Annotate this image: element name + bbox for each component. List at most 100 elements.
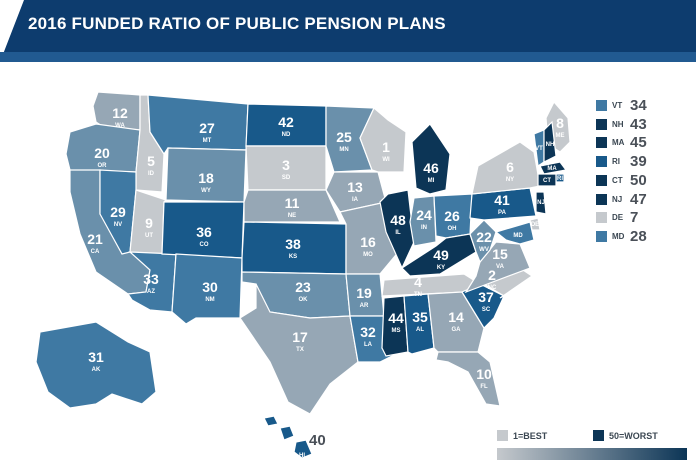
state-ms xyxy=(381,295,409,357)
state-abbr-ky: KY xyxy=(437,265,445,271)
legend-worst-swatch xyxy=(593,430,604,441)
northeast-rank: 28 xyxy=(630,227,647,245)
state-mi xyxy=(411,123,451,195)
northeast-abbr: RI xyxy=(612,157,620,167)
northeast-abbr: CT xyxy=(612,175,623,185)
state-abbr-vt: VT xyxy=(535,146,543,152)
rank-label-ky: 49 xyxy=(433,247,449,263)
rank-label-wi: 1 xyxy=(382,139,390,155)
state-abbr-nj: NJ xyxy=(537,200,545,206)
state-abbr-ca: CA xyxy=(91,249,100,255)
northeast-rank: 34 xyxy=(630,97,647,114)
northeast-swatch xyxy=(596,193,607,205)
state-abbr-sc: SC xyxy=(482,307,491,313)
rank-label-va: 15 xyxy=(492,246,508,262)
rank-label-ak: 31 xyxy=(88,349,104,365)
rank-label-ga: 14 xyxy=(448,309,464,325)
state-fl xyxy=(435,351,501,407)
rank-label-tn: 4 xyxy=(414,274,422,290)
state-hi-part-3 xyxy=(293,439,313,459)
state-abbr-fl: FL xyxy=(480,384,488,390)
rank-label-in: 24 xyxy=(416,207,432,223)
northeast-rank: 45 xyxy=(630,134,647,152)
rank-label-me: 8 xyxy=(556,115,564,131)
state-abbr-ga: GA xyxy=(452,327,462,333)
rank-label-ar: 19 xyxy=(356,285,372,301)
state-abbr-mt: MT xyxy=(203,138,212,144)
header-accent-bar xyxy=(0,52,696,62)
state-abbr-ri: RI xyxy=(557,176,563,182)
rank-label-mn: 25 xyxy=(336,129,352,145)
state-abbr-ak: AK xyxy=(92,367,101,373)
rank-label-wy: 18 xyxy=(198,170,214,186)
northeast-swatch xyxy=(596,174,607,186)
state-abbr-de: DE xyxy=(531,222,539,228)
hawaii-rank-label: 40 xyxy=(309,432,326,449)
rank-label-nv: 29 xyxy=(110,204,126,220)
northeast-swatch xyxy=(596,212,607,224)
rank-label-or: 20 xyxy=(94,145,110,161)
rank-label-ny: 6 xyxy=(506,159,514,175)
rank-label-fl: 10 xyxy=(476,366,492,382)
state-in xyxy=(409,195,437,247)
state-abbr-md: MD xyxy=(513,233,523,239)
state-abbr-ut: UT xyxy=(145,233,153,239)
state-abbr-mi: MI xyxy=(428,178,435,184)
state-abbr-ia: IA xyxy=(352,197,359,203)
state-abbr-co: CO xyxy=(200,242,209,248)
legend-worst-label: 50=WORST xyxy=(609,431,658,441)
rank-label-wa: 12 xyxy=(112,105,128,121)
rank-label-wv: 22 xyxy=(476,229,492,245)
northeast-rank: 39 xyxy=(630,153,647,171)
rank-label-nd: 42 xyxy=(278,114,294,130)
rank-label-mo: 16 xyxy=(360,234,376,250)
state-abbr-sd: SD xyxy=(282,175,291,181)
legend: 1=BEST 50=WORST xyxy=(497,428,687,464)
state-abbr-mo: MO xyxy=(363,252,373,258)
state-abbr-il: IL xyxy=(395,230,401,236)
legend-best-label: 1=BEST xyxy=(513,431,548,441)
state-ne xyxy=(243,189,341,223)
state-abbr-ks: KS xyxy=(289,254,297,260)
northeast-rank: 43 xyxy=(630,115,647,133)
northeast-abbr: NJ xyxy=(612,194,623,204)
rank-label-tx: 17 xyxy=(292,329,308,345)
rank-label-nm: 30 xyxy=(202,279,218,295)
state-wi xyxy=(359,107,407,173)
northeast-abbr: DE xyxy=(612,213,624,223)
northeast-swatch xyxy=(596,230,607,242)
state-abbr-wa: WA xyxy=(115,123,125,129)
state-nh xyxy=(543,120,557,163)
state-nj xyxy=(535,191,547,215)
state-abbr-wv: WV xyxy=(479,247,489,253)
state-abbr-pa: PA xyxy=(498,210,507,216)
state-abbr-ny: NY xyxy=(506,177,514,183)
northeast-row-ma: MA 45 xyxy=(596,134,692,152)
state-abbr-me: ME xyxy=(556,133,565,139)
state-abbr-tx: TX xyxy=(296,347,304,353)
rank-label-co: 36 xyxy=(196,224,212,240)
northeast-row-ct: CT 50 xyxy=(596,172,692,190)
state-hi-part-2 xyxy=(279,425,295,441)
northeast-rank: 47 xyxy=(630,190,647,208)
rank-label-oh: 26 xyxy=(444,208,460,224)
state-hi xyxy=(263,415,279,427)
state-abbr-az: AZ xyxy=(147,289,155,295)
northeast-abbr: VT xyxy=(612,101,623,110)
state-abbr-nc: NC xyxy=(488,285,497,291)
rank-label-mi: 46 xyxy=(423,160,439,176)
rank-label-pa: 41 xyxy=(494,192,510,208)
state-abbr-ct: CT xyxy=(543,178,551,184)
state-abbr-or: OR xyxy=(98,163,108,169)
rank-label-az: 33 xyxy=(143,271,159,287)
state-ma xyxy=(539,161,568,175)
rank-label-al: 35 xyxy=(412,309,428,325)
state-al xyxy=(403,293,435,355)
northeast-row-md: MD 28 xyxy=(596,227,692,246)
state-abbr-ar: AR xyxy=(360,303,369,309)
northeast-swatch xyxy=(596,100,607,111)
rank-label-nc: 2 xyxy=(488,267,496,283)
header-banner: 2016 FUNDED RATIO OF PUBLIC PENSION PLAN… xyxy=(0,0,696,62)
northeast-swatch xyxy=(596,156,607,168)
rank-label-ks: 38 xyxy=(285,236,301,252)
